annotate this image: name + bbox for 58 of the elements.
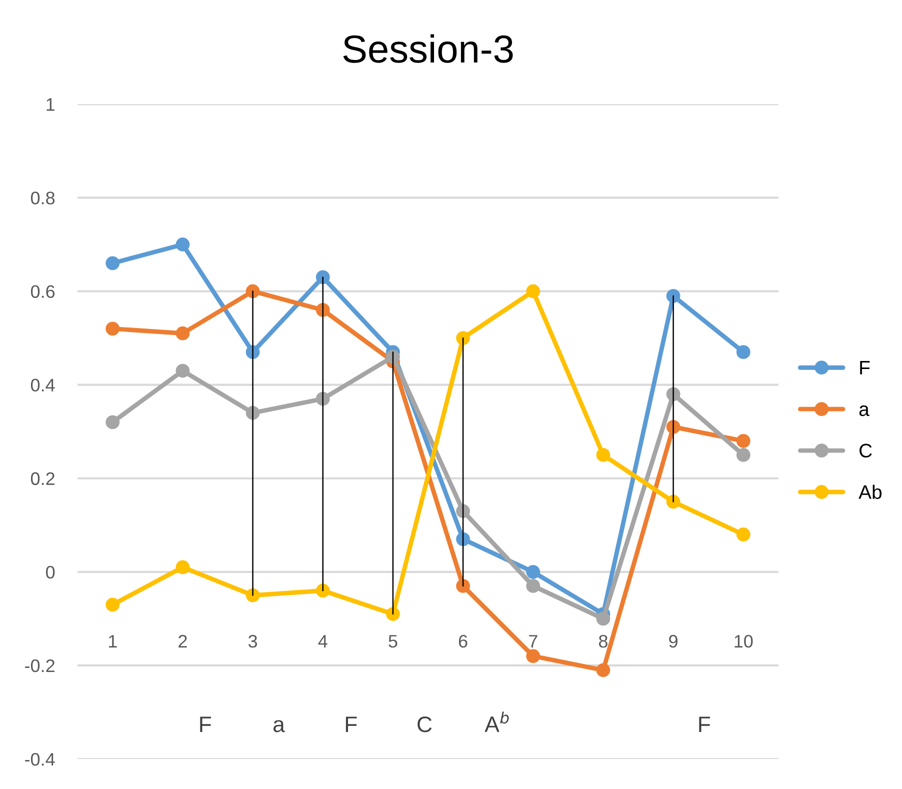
annotation: a: [273, 720, 285, 732]
y-tick-label: -0.2: [25, 659, 54, 672]
point: [596, 663, 610, 678]
x-tick-label: 3: [248, 634, 258, 648]
point: [736, 345, 750, 360]
point: [456, 331, 470, 345]
y-tick-label: 0.8: [30, 192, 55, 204]
point: [596, 448, 610, 462]
point: [526, 564, 540, 579]
point: [106, 322, 120, 336]
x-tick-label: 1: [108, 635, 117, 648]
legend-label: a: [859, 405, 870, 416]
point: [106, 415, 120, 430]
y-tick-label: -0.4: [25, 752, 55, 766]
point: [596, 612, 610, 626]
x-tick-label: 9: [669, 634, 678, 648]
point: [316, 584, 330, 598]
point: [246, 588, 260, 602]
y-tick-label: 0: [46, 566, 55, 579]
point: [736, 528, 750, 542]
point: [666, 288, 680, 303]
annotation: F: [346, 716, 357, 732]
annotation: C: [418, 716, 432, 732]
point: [176, 364, 190, 378]
annotation: F: [699, 716, 710, 732]
legend-label: Ab: [858, 484, 882, 499]
point: [666, 494, 680, 509]
x-tick-label: 4: [318, 635, 328, 648]
point: [526, 649, 540, 664]
point: [386, 607, 400, 621]
point: [456, 579, 470, 593]
y-tick-label: 0.2: [30, 472, 54, 486]
annotation: F: [200, 716, 212, 732]
x-tick-label: 10: [734, 634, 753, 648]
y-tick-label: 0.4: [30, 378, 55, 392]
point: [246, 284, 260, 298]
point: [176, 238, 190, 252]
x-tick-label: 6: [458, 634, 468, 648]
y-tick-label: 1: [46, 98, 54, 111]
point: [526, 284, 540, 298]
chart-title: Session-3: [343, 34, 513, 63]
x-tick-label: 7: [529, 635, 538, 648]
legend-label: F: [860, 361, 870, 374]
y-tick-label: 0.6: [30, 285, 55, 298]
x-tick-label: 5: [388, 635, 398, 648]
annotation: A$^{b}$: [484, 712, 509, 732]
point: [736, 434, 750, 448]
point: [316, 270, 330, 284]
point: [386, 350, 400, 364]
point: [106, 598, 120, 612]
point: [736, 448, 750, 462]
x-tick-label: 8: [598, 634, 608, 648]
point: [106, 256, 120, 270]
legend-label: C: [860, 444, 872, 458]
point: [526, 579, 540, 593]
x-tick-label: 2: [178, 634, 187, 648]
point: [176, 560, 190, 574]
point: [176, 326, 190, 340]
